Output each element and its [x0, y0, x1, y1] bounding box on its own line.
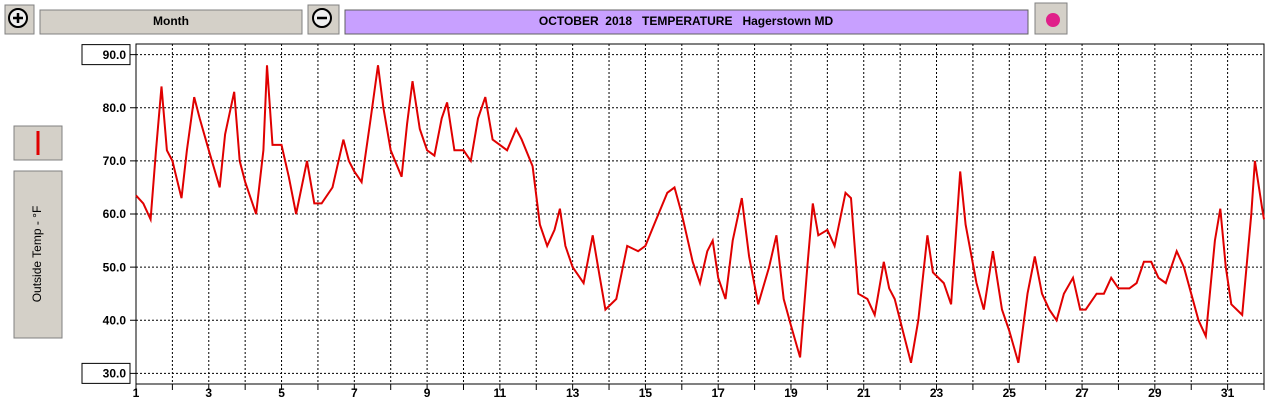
- x-tick-label: 29: [1148, 386, 1162, 400]
- color-icon: [1046, 13, 1060, 27]
- x-tick-label: 31: [1221, 386, 1235, 400]
- x-tick-label: 1: [133, 386, 140, 400]
- y-tick-label: 30.0: [103, 367, 127, 381]
- x-tick-label: 17: [712, 386, 726, 400]
- period-field[interactable]: [39, 9, 303, 35]
- x-tick-label: 9: [424, 386, 431, 400]
- x-tick-label: 19: [784, 386, 798, 400]
- x-tick-label: 25: [1003, 386, 1017, 400]
- chart-title: OCTOBER 2018 TEMPERATURE Hagerstown MD: [539, 14, 834, 28]
- y-label-button[interactable]: [13, 170, 63, 339]
- x-tick-label: 21: [857, 386, 871, 400]
- y-tick-label: 60.0: [103, 207, 127, 221]
- y-tick-label: 70.0: [103, 154, 127, 168]
- x-tick-label: 27: [1075, 386, 1089, 400]
- x-tick-label: 15: [639, 386, 653, 400]
- y-tick-label: 90.0: [103, 48, 127, 62]
- x-tick-label: 11: [494, 386, 507, 400]
- x-tick-label: 7: [351, 386, 358, 400]
- y-tick-label: 50.0: [103, 260, 127, 274]
- period-label: Month: [153, 14, 189, 28]
- temperature-line: [135, 65, 1265, 364]
- y-tick-box: [81, 44, 131, 66]
- x-tick-label: 3: [205, 386, 212, 400]
- title-bar: [344, 9, 1029, 35]
- y-axis-label: Outside Temp - °F: [30, 206, 44, 303]
- x-tick-label: 5: [278, 386, 285, 400]
- y-tick-label: 80.0: [103, 101, 127, 115]
- y-tick-label: 40.0: [103, 313, 127, 327]
- y-tick-box: [81, 362, 131, 384]
- plus-icon: [13, 13, 23, 23]
- x-tick-label: 23: [930, 386, 944, 400]
- x-tick-label: 13: [566, 386, 580, 400]
